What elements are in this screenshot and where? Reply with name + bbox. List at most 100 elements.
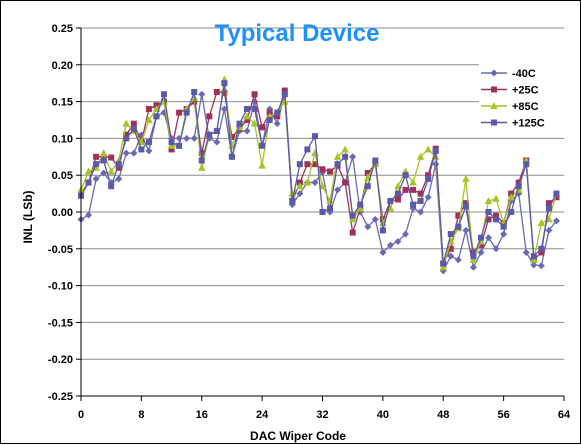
data-point xyxy=(304,146,311,153)
data-point xyxy=(409,178,417,186)
x-tick-label: 0 xyxy=(78,409,84,421)
data-point xyxy=(168,139,175,146)
data-point xyxy=(500,230,508,238)
data-point xyxy=(311,161,318,168)
y-tick-label: -0.05 xyxy=(48,244,73,256)
data-point xyxy=(100,153,107,160)
data-point xyxy=(416,152,425,160)
data-point xyxy=(470,253,477,260)
data-point xyxy=(469,255,478,263)
legend-item: +25C xyxy=(481,85,539,97)
data-point xyxy=(198,150,205,157)
y-tick-label: 0.15 xyxy=(52,97,73,109)
data-point xyxy=(493,216,500,223)
data-point xyxy=(145,105,152,112)
data-point xyxy=(213,128,220,135)
x-tick-label: 56 xyxy=(498,409,510,421)
data-point xyxy=(168,146,175,153)
data-point xyxy=(334,161,341,168)
data-point xyxy=(447,252,455,260)
data-point xyxy=(349,153,357,161)
data-point xyxy=(326,196,334,204)
data-point xyxy=(138,146,145,153)
series-group xyxy=(77,75,561,275)
data-point xyxy=(349,212,356,219)
data-point xyxy=(198,157,205,164)
data-point xyxy=(364,223,372,231)
data-point xyxy=(327,168,334,175)
data-point xyxy=(537,219,546,227)
data-point xyxy=(304,161,311,168)
data-point xyxy=(530,261,538,269)
data-point xyxy=(402,230,410,238)
data-point xyxy=(417,190,424,197)
y-tick-label: -0.25 xyxy=(48,391,73,403)
data-point xyxy=(123,131,130,138)
data-point xyxy=(386,241,394,249)
data-point xyxy=(251,91,258,98)
series-0 xyxy=(77,90,560,275)
data-point xyxy=(281,91,288,98)
data-point xyxy=(213,89,220,96)
data-point xyxy=(311,149,319,157)
data-point xyxy=(93,153,100,160)
data-point xyxy=(485,209,492,215)
data-point xyxy=(364,169,371,176)
data-point xyxy=(274,113,281,120)
series-line xyxy=(80,83,558,264)
legend-item: -40C xyxy=(481,68,536,80)
data-point xyxy=(130,149,138,157)
data-point xyxy=(206,131,213,138)
x-tick-label: 8 xyxy=(138,409,144,421)
data-point xyxy=(289,197,296,204)
data-point xyxy=(244,117,251,123)
data-point xyxy=(145,147,153,155)
data-point xyxy=(424,145,432,153)
data-point xyxy=(455,212,462,219)
data-point xyxy=(296,190,304,198)
data-point xyxy=(545,226,553,234)
data-point xyxy=(500,223,507,230)
data-point xyxy=(485,234,493,242)
legend-item: +125C xyxy=(481,118,545,130)
data-point xyxy=(432,147,439,154)
data-point xyxy=(356,204,365,212)
data-point xyxy=(183,134,191,142)
data-point xyxy=(221,89,228,96)
data-point xyxy=(115,164,122,171)
legend-marker xyxy=(490,102,498,109)
data-point xyxy=(145,116,153,123)
data-point xyxy=(130,125,137,132)
data-point xyxy=(349,229,356,236)
data-point xyxy=(538,249,545,256)
data-point xyxy=(92,175,100,183)
data-point xyxy=(410,201,417,208)
data-point xyxy=(402,172,409,179)
legend-label: -40C xyxy=(512,68,536,80)
data-point xyxy=(190,134,198,142)
data-point xyxy=(327,205,334,212)
data-point xyxy=(522,248,530,256)
data-point xyxy=(243,127,251,135)
data-point xyxy=(485,216,492,223)
legend-marker xyxy=(490,69,498,77)
y-tick-label: 0.00 xyxy=(52,207,73,219)
data-point xyxy=(394,237,402,245)
data-point xyxy=(394,196,401,203)
y-tick-label: -0.15 xyxy=(48,317,73,329)
data-point xyxy=(108,154,115,161)
data-point xyxy=(198,90,206,98)
y-tick-labels: 0.25 0.20 0.15 0.10 0.05 0.00 -0.05 -0.10 -0.15 -… xyxy=(48,23,73,403)
data-point xyxy=(176,142,183,149)
data-point xyxy=(220,105,228,113)
data-point xyxy=(100,169,108,177)
data-point xyxy=(447,231,454,238)
legend-label: +125C xyxy=(512,118,545,130)
y-tick-label: -0.10 xyxy=(48,281,73,293)
data-point xyxy=(417,197,424,204)
data-point xyxy=(319,166,326,173)
x-tick-labels: 0 8 16 24 32 40 48 56 64 xyxy=(78,409,571,421)
data-point xyxy=(93,161,100,168)
data-point xyxy=(439,263,448,271)
